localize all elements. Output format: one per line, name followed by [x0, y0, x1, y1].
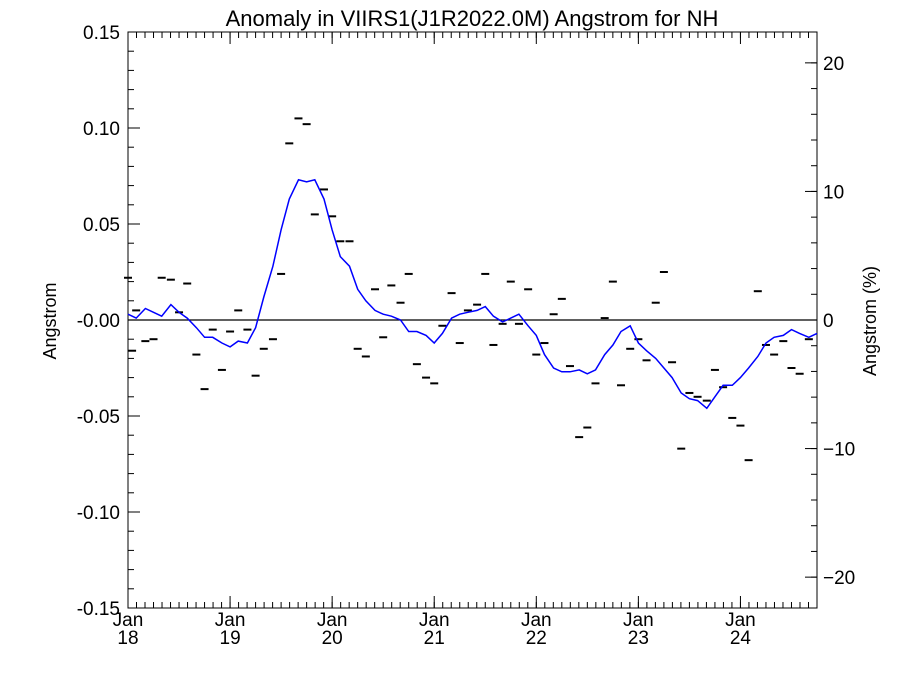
x-tick-label-year: 24 — [730, 628, 752, 649]
y-tick-label: -0.10 — [77, 503, 120, 524]
smoothed-anomaly-line — [127, 178, 818, 410]
x-tick-label-year: 21 — [424, 628, 445, 649]
x-tick-label-year: 23 — [628, 628, 649, 649]
x-tick-label-month: Jan — [725, 610, 756, 631]
x-tick-label-month: Jan — [113, 610, 144, 631]
x-tick-label-year: 18 — [117, 628, 138, 649]
y2-axis-label: Angstrom (%) — [860, 266, 880, 376]
y-tick-label: 0.05 — [83, 215, 120, 236]
x-tick-label-year: 19 — [220, 628, 241, 649]
x-tick-label-month: Jan — [623, 610, 654, 631]
x-tick-label-month: Jan — [419, 610, 450, 631]
y-axis-label: Angstrom — [40, 282, 60, 359]
y2-tick-label: 10 — [823, 182, 844, 203]
y-tick-label: 0.15 — [83, 23, 120, 44]
y2-tick-label: −20 — [823, 568, 855, 589]
plot-area: 0.15 0.10 0.05 -0.00 -0.05 -0.10 -0.15 20 10 0 −10… — [77, 23, 856, 649]
y2-tick-label: 20 — [823, 54, 844, 75]
x-tick-label-month: Jan — [317, 610, 348, 631]
y-tick-label: 0.10 — [83, 119, 120, 140]
x-tick-label-month: Jan — [521, 610, 552, 631]
x-tick-label-year: 22 — [526, 628, 547, 649]
y-tick-label: -0.00 — [77, 311, 120, 332]
y-tick-label: -0.05 — [77, 407, 120, 428]
x-tick-label-year: 20 — [322, 628, 343, 649]
y2-tick-label: 0 — [823, 311, 834, 332]
x-tick-label-month: Jan — [215, 610, 246, 631]
chart-title: Anomaly in VIIRS1(J1R2022.0M) Angstrom f… — [226, 6, 719, 31]
y-tick-label: -0.15 — [77, 599, 120, 620]
y2-tick-label: −10 — [823, 440, 855, 461]
